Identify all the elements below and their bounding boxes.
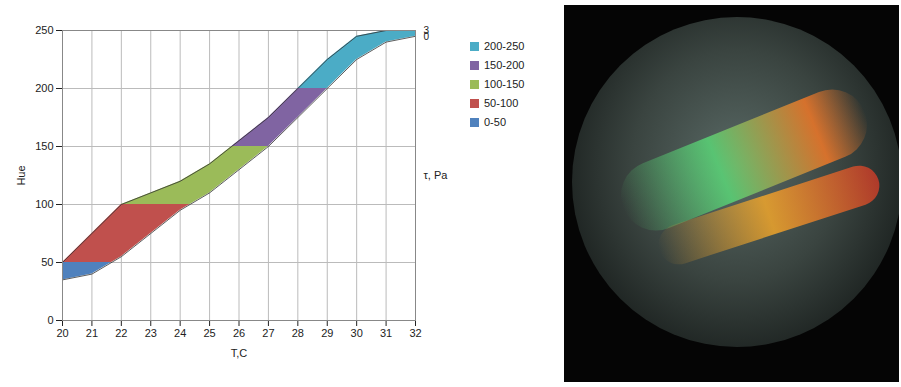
svg-text:τ, Pa: τ, Pa — [424, 169, 449, 181]
svg-text:50: 50 — [41, 256, 53, 268]
svg-text:26: 26 — [233, 327, 245, 339]
html-text:50-100: 50-100 — [484, 97, 519, 109]
svg-text:30: 30 — [351, 327, 363, 339]
svg-text:24: 24 — [174, 327, 186, 339]
svg-text:22: 22 — [115, 327, 127, 339]
svg-text:0: 0 — [47, 314, 53, 326]
html-text:100-150: 100-150 — [484, 78, 525, 90]
svg-text:250: 250 — [35, 24, 53, 36]
svg-text:100: 100 — [35, 198, 53, 210]
svg-text:20: 20 — [56, 327, 68, 339]
svg-text:T,C: T,C — [231, 347, 248, 359]
svg-text:32: 32 — [409, 327, 421, 339]
svg-text:Hue: Hue — [15, 165, 27, 185]
html-text:0-50: 0-50 — [484, 116, 506, 128]
svg-text:150: 150 — [35, 140, 53, 152]
svg-text:28: 28 — [292, 327, 304, 339]
svg-text:31: 31 — [380, 327, 392, 339]
html-text:150-200: 150-200 — [484, 59, 525, 71]
svg-text:29: 29 — [321, 327, 333, 339]
svg-text:27: 27 — [262, 327, 274, 339]
svg-text:25: 25 — [203, 327, 215, 339]
html-text:200-250: 200-250 — [484, 40, 525, 52]
svg-text:23: 23 — [145, 327, 157, 339]
svg-text:200: 200 — [35, 82, 53, 94]
svg-text:21: 21 — [86, 327, 98, 339]
svg-text:0: 0 — [423, 30, 430, 42]
svg-text:3: 3 — [424, 25, 430, 36]
